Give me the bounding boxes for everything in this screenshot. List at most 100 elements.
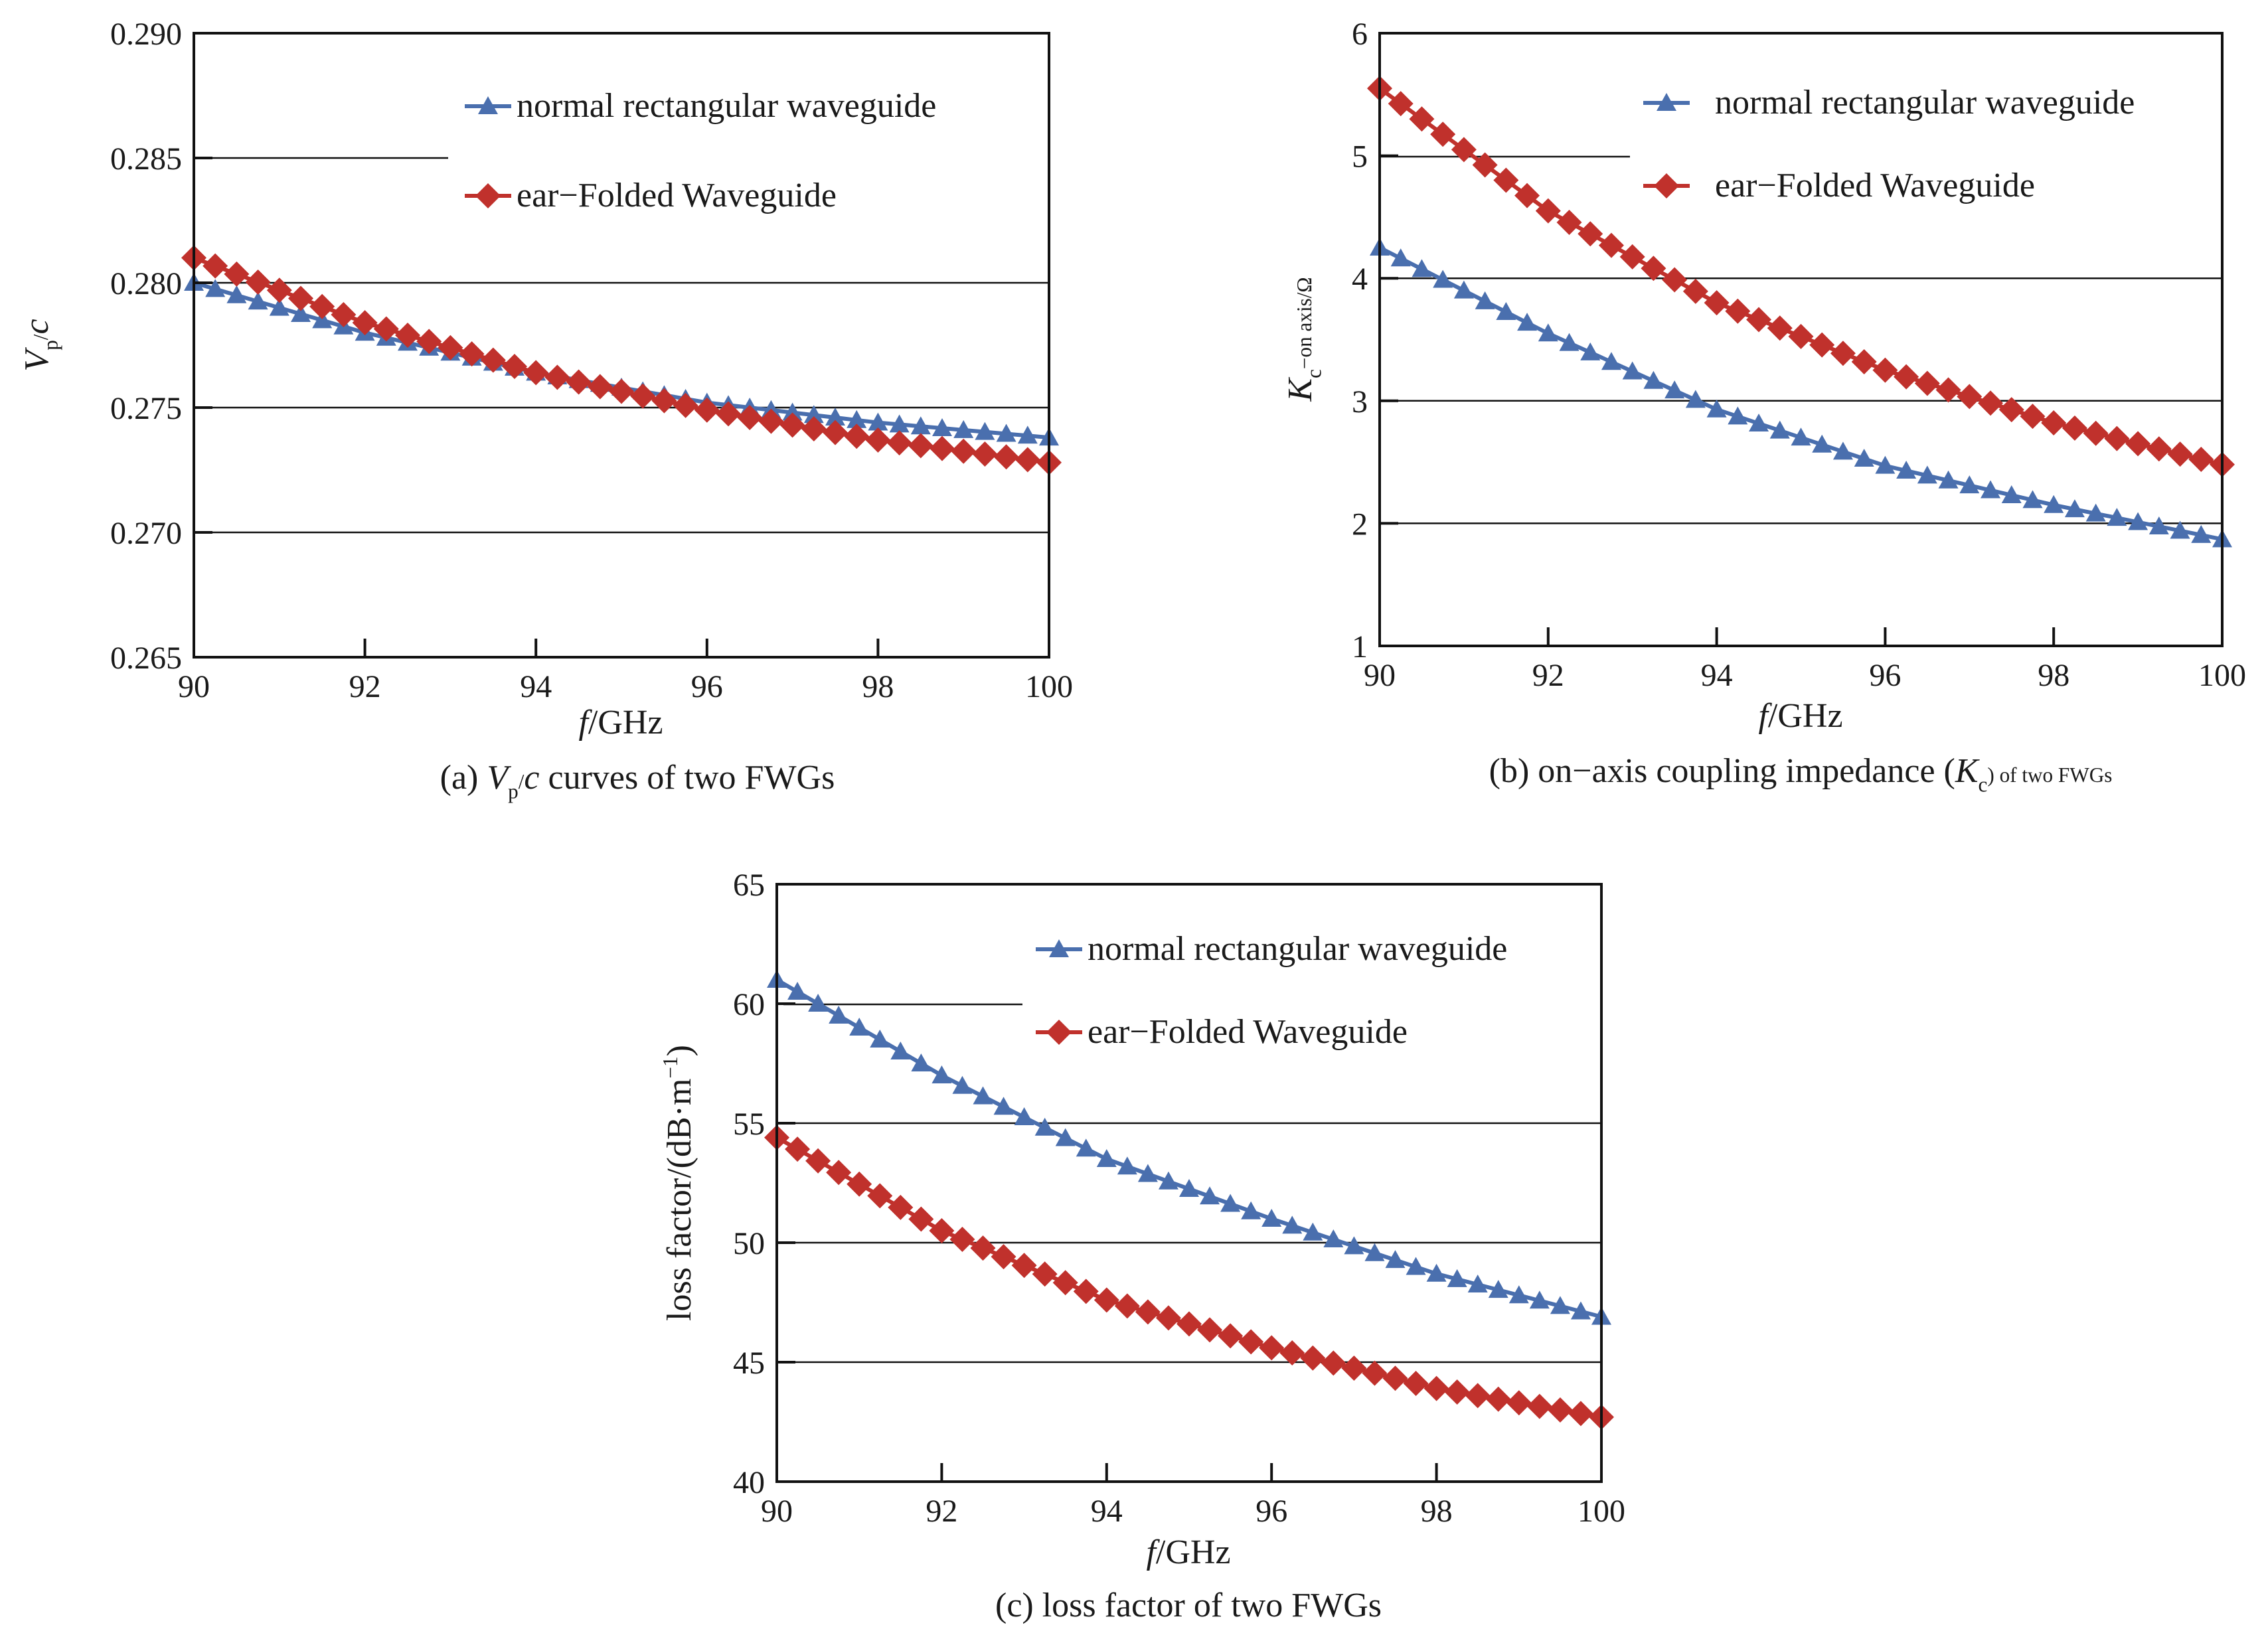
point-b-0-5 (1475, 291, 1495, 309)
point-a-0-37 (975, 422, 995, 440)
point-c-1-19 (1155, 1305, 1181, 1331)
point-b-0-13 (1643, 370, 1664, 389)
ylabel-a-part-3: c (18, 319, 56, 334)
xtick-label-a-1: 92 (349, 669, 381, 704)
point-c-1-12 (1011, 1253, 1037, 1279)
point-c-1-33 (1444, 1379, 1470, 1405)
point-a-1-6 (309, 293, 335, 319)
ylabel-a: Vp/c (18, 319, 62, 371)
point-a-0-33 (889, 414, 910, 433)
point-b-1-34 (2083, 420, 2109, 446)
point-a-1-16 (523, 360, 549, 386)
point-a-1-35 (930, 435, 955, 461)
point-c-0-9 (952, 1075, 973, 1094)
point-c-0-14 (1055, 1128, 1076, 1146)
point-a-0-29 (803, 405, 824, 424)
ylabel-a-part-1: p (39, 340, 62, 350)
point-c-1-21 (1197, 1317, 1223, 1343)
point-b-1-18 (1746, 307, 1772, 333)
point-c-0-4 (849, 1018, 870, 1036)
point-c-1-10 (970, 1235, 996, 1261)
series-line-b-0 (1378, 246, 2223, 542)
point-a-0-28 (782, 402, 803, 421)
legend-label-a-1: ear−Folded Waveguide (517, 177, 837, 214)
legend-marker-c-0 (1049, 939, 1069, 957)
point-a-1-34 (908, 433, 933, 459)
plot-frame-c (775, 883, 1603, 1483)
caption-a-part-1: V (487, 759, 511, 797)
point-b-0-37 (2148, 516, 2169, 535)
point-b-1-17 (1725, 298, 1751, 324)
point-c-0-7 (911, 1053, 932, 1071)
point-c-1-7 (908, 1206, 934, 1232)
point-b-0-3 (1433, 270, 1453, 288)
point-b-1-35 (2104, 426, 2130, 451)
point-c-1-1 (785, 1136, 811, 1162)
point-a-1-37 (972, 441, 998, 467)
xtick-label-a-3: 96 (691, 669, 723, 704)
point-b-0-28 (1959, 475, 1980, 494)
point-c-0-15 (1076, 1138, 1096, 1157)
xtick-label-c-1: 92 (926, 1494, 957, 1529)
point-b-1-15 (1682, 278, 1708, 304)
point-a-0-30 (825, 408, 845, 426)
point-c-0-25 (1282, 1215, 1303, 1234)
point-b-0-39 (2191, 524, 2212, 543)
point-b-1-33 (2062, 415, 2087, 441)
ytick-label-b-5: 6 (1352, 17, 1368, 52)
xtick-label-a-0: 90 (178, 669, 210, 704)
point-a-1-7 (331, 301, 357, 327)
legend-marker-a-1 (475, 183, 501, 208)
point-b-1-20 (1788, 323, 1814, 349)
point-a-0-4 (269, 297, 289, 316)
point-b-0-23 (1854, 449, 1874, 467)
point-b-1-25 (1894, 364, 1919, 390)
point-c-0-12 (1014, 1107, 1034, 1125)
point-c-0-32 (1426, 1263, 1447, 1282)
point-b-1-36 (2125, 431, 2151, 457)
xtick-label-b-2: 94 (1701, 658, 1733, 693)
ylabel-a-part-0: V (18, 347, 56, 372)
series-line-b-1 (1378, 86, 2223, 467)
ylabel-b-part-0: K (1281, 377, 1319, 402)
point-a-1-25 (716, 401, 741, 427)
point-c-0-37 (1529, 1290, 1550, 1309)
caption-a-part-0: (a) (440, 759, 487, 797)
legend-label-b-0: normal rectangular waveguide (1715, 84, 2135, 121)
legend-marker-b-0 (1657, 93, 1676, 111)
point-c-1-3 (826, 1160, 852, 1186)
point-b-0-36 (2128, 512, 2148, 530)
point-a-1-10 (395, 322, 420, 348)
point-a-1-30 (823, 420, 848, 445)
point-c-0-18 (1137, 1164, 1158, 1182)
point-a-1-28 (779, 412, 805, 438)
point-c-1-34 (1465, 1383, 1491, 1409)
point-c-1-39 (1568, 1401, 1593, 1427)
point-c-0-31 (1406, 1257, 1426, 1275)
xtick-label-b-4: 98 (2038, 658, 2069, 693)
point-c-1-20 (1176, 1311, 1202, 1337)
point-b-1-27 (1935, 377, 1961, 403)
point-a-0-6 (312, 310, 333, 329)
point-c-0-5 (870, 1030, 890, 1048)
point-a-1-1 (202, 253, 228, 279)
point-c-1-32 (1423, 1375, 1449, 1401)
point-c-0-38 (1550, 1296, 1570, 1314)
point-a-1-38 (993, 444, 1019, 470)
point-a-1-39 (1014, 447, 1040, 473)
point-b-0-34 (2085, 503, 2106, 522)
point-c-1-18 (1135, 1299, 1161, 1325)
point-b-0-2 (1412, 259, 1432, 277)
point-c-1-35 (1485, 1386, 1511, 1412)
point-b-0-14 (1664, 380, 1685, 399)
point-b-1-37 (2146, 436, 2172, 462)
caption-a-part-3: / (519, 770, 525, 793)
point-b-1-14 (1662, 267, 1688, 293)
point-a-1-12 (438, 335, 463, 360)
point-c-1-29 (1362, 1360, 1388, 1386)
point-b-1-8 (1535, 198, 1561, 224)
plot-frame-b (1378, 32, 2224, 647)
xlabel-c: f/GHz (1146, 1533, 1230, 1571)
legend-label-c-1: ear−Folded Waveguide (1088, 1013, 1408, 1051)
xlabel-c-part-1: /GHz (1156, 1533, 1231, 1571)
